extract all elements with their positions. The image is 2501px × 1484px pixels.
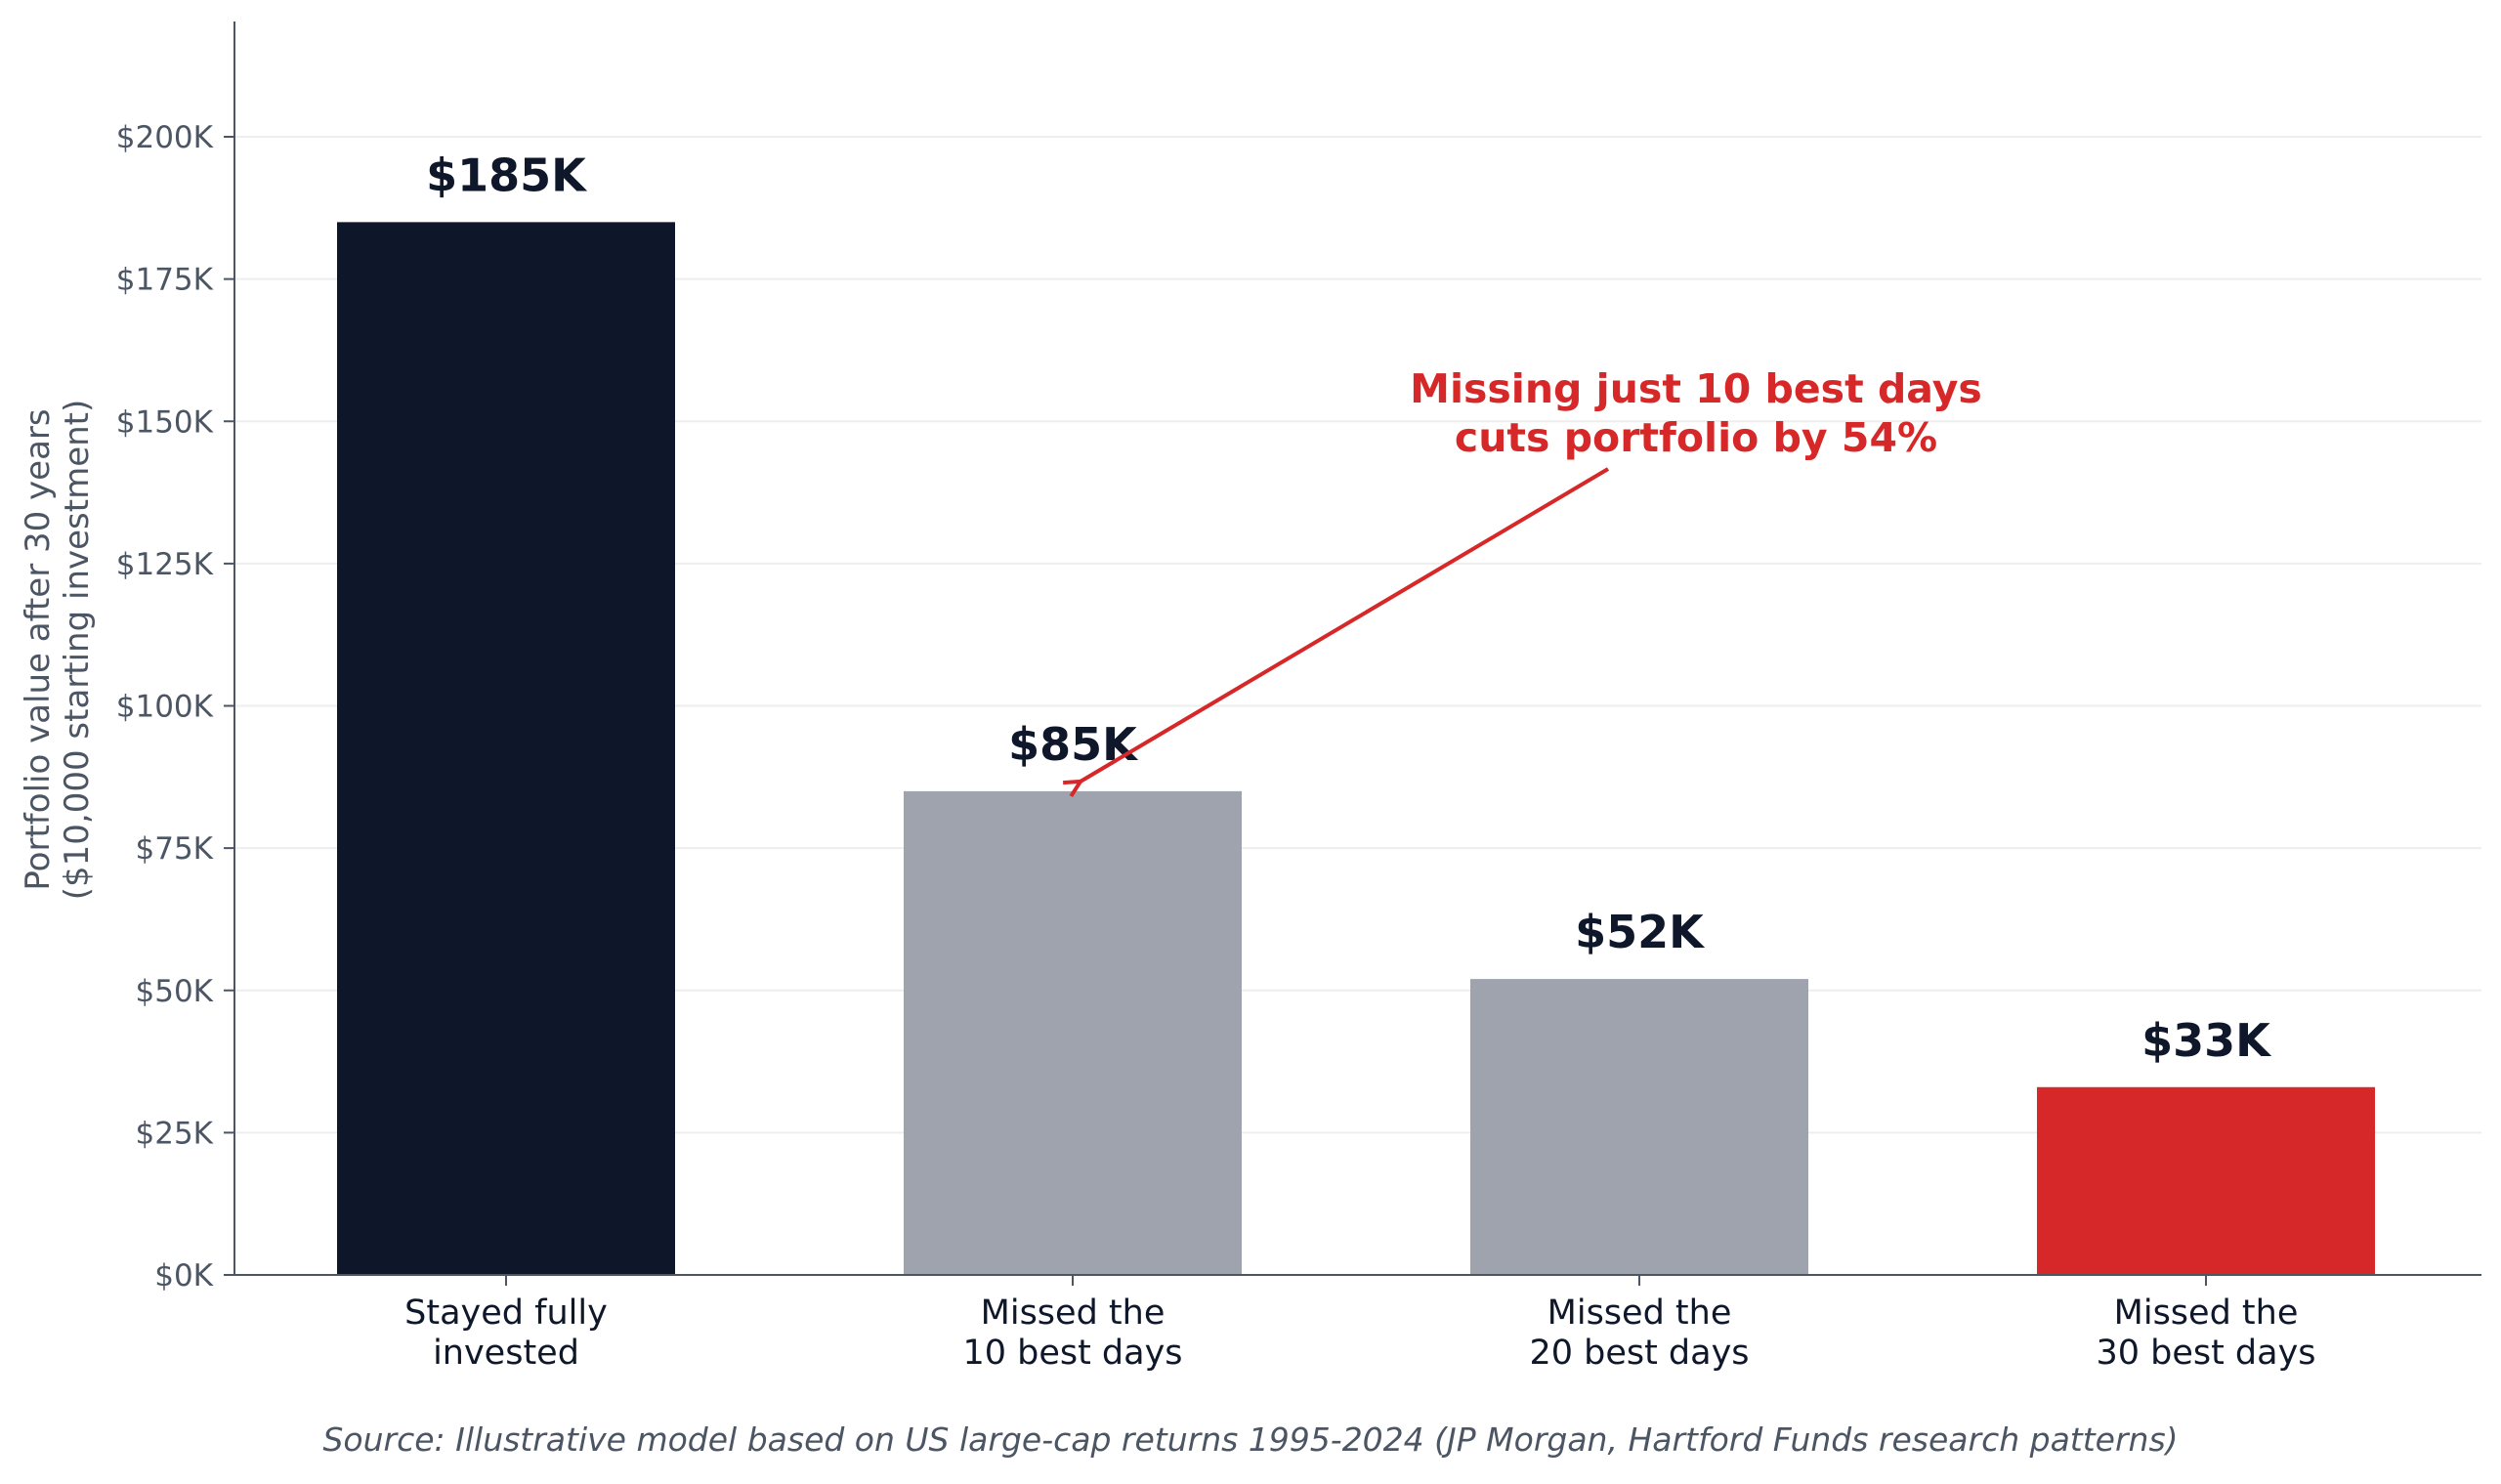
- y-tick-label: $125K: [116, 547, 214, 582]
- y-tick-label: $0K: [154, 1258, 213, 1293]
- y-axis-ticks: $0K $25K $50K $75K $100K $125K $150K $175K $200K: [116, 120, 234, 1293]
- y-tick-label: $75K: [136, 831, 214, 867]
- y-tick-label: $175K: [116, 263, 214, 298]
- bar-value-label: $85K: [1008, 718, 1139, 771]
- y-axis-title: Portfolio value after 30 years($10,000 s…: [19, 400, 97, 901]
- bar-value-label: $52K: [1575, 906, 1706, 958]
- y-tick-label: $100K: [116, 690, 214, 725]
- value-labels: $185K $85K $52K $33K: [426, 148, 2272, 1066]
- y-tick-label: $150K: [116, 404, 214, 440]
- bar-value-label: $33K: [2141, 1014, 2272, 1067]
- x-tick-label: Missed the 10 best days: [962, 1293, 1182, 1373]
- y-tick-label: $200K: [116, 120, 214, 155]
- x-tick-label: Missed the 30 best days: [2096, 1293, 2315, 1373]
- bar: [904, 790, 1242, 1275]
- annotation-text: Missing just 10 best days cuts portfolio …: [1410, 365, 1982, 461]
- source-note: Source: Illustrative model based on US l…: [322, 1420, 2178, 1459]
- y-tick-label: $50K: [136, 974, 214, 1009]
- annotation: Missing just 10 best days cuts portfolio …: [1081, 365, 1982, 782]
- annotation-arrow: [1081, 467, 1610, 782]
- bars: [337, 222, 2375, 1275]
- x-tick-label: Stayed fully invested: [404, 1293, 608, 1373]
- bar: [337, 222, 675, 1275]
- bar: [2037, 1086, 2375, 1275]
- x-axis-ticks: Stayed fully invested Missed the 10 best da…: [404, 1275, 2316, 1373]
- bar: [1470, 979, 1808, 1275]
- axes: [233, 21, 2481, 1276]
- x-tick-label: Missed the 20 best days: [1529, 1293, 1749, 1373]
- bar-value-label: $185K: [426, 148, 588, 201]
- y-tick-label: $25K: [136, 1116, 214, 1151]
